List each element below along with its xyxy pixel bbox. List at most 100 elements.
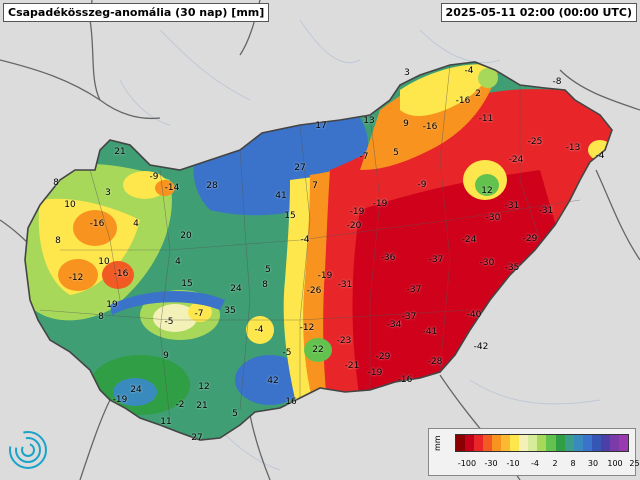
anomaly-value-label: -12: [68, 273, 84, 283]
anomaly-value-label: -5: [164, 317, 174, 327]
anomaly-value-label: 4: [133, 219, 139, 229]
map-timestamp: 2025-05-11 02:00 (00:00 UTC): [440, 3, 637, 22]
anomaly-value-label: -20: [346, 221, 362, 231]
anomaly-value-label: -7: [359, 152, 369, 162]
county-borders: [39, 64, 581, 421]
legend-swatch: [483, 435, 493, 451]
anomaly-value-label: 27: [191, 433, 203, 443]
anomaly-value-label: 5: [265, 265, 271, 275]
anomaly-value-label: -16: [455, 96, 471, 106]
legend-swatch: [465, 435, 475, 451]
legend-tick-label: -10: [506, 459, 520, 468]
anomaly-value-label: -16: [422, 122, 438, 132]
legend-color-bar: [455, 434, 629, 452]
legend-swatch: [528, 435, 538, 451]
anomaly-value-label: -30: [485, 213, 501, 223]
anomaly-value-label: -37: [401, 312, 417, 322]
legend-swatch: [555, 435, 565, 451]
anomaly-value-label: 24: [230, 284, 242, 294]
anomaly-value-label: 20: [180, 231, 192, 241]
anomaly-value-label: 19: [106, 300, 118, 310]
anomaly-value-label: 9: [163, 351, 169, 361]
legend-swatch: [474, 435, 484, 451]
anomaly-value-label: 17: [315, 121, 327, 131]
anomaly-value-label: 7: [312, 181, 318, 191]
anomaly-value-label: -19: [112, 395, 128, 405]
legend-unit: mm: [433, 435, 442, 451]
anomaly-value-label: -37: [428, 255, 444, 265]
legend-swatch: [546, 435, 556, 451]
anomaly-value-label: -12: [299, 323, 315, 333]
anomaly-value-label: -23: [336, 336, 352, 346]
color-legend: mm -100 -30 -10 -4 2 8 30 100 250: [428, 428, 640, 476]
legend-swatch: [537, 435, 547, 451]
anomaly-value-label: 5: [232, 409, 238, 419]
legend-swatch: [492, 435, 502, 451]
anomaly-value-label: -30: [479, 258, 495, 268]
anomaly-value-label: 3: [404, 68, 410, 78]
weather-service-logo-icon: [9, 431, 47, 469]
anomaly-value-label: 42: [267, 376, 279, 386]
anomaly-value-label: -4: [595, 151, 605, 161]
legend-tick-label: 100: [607, 459, 623, 468]
hungary-border: [24, 61, 613, 441]
legend-swatch: [510, 435, 520, 451]
anomaly-value-label: -7: [194, 309, 204, 319]
anomaly-value-label: -35: [504, 263, 520, 273]
legend-tick-label: -100: [457, 459, 477, 468]
legend-tick-label: 8: [570, 459, 576, 468]
anomaly-value-label: 11: [160, 417, 172, 427]
anomaly-value-label: -9: [417, 180, 427, 190]
legend-tick-label: 250: [629, 459, 640, 468]
anomaly-value-label: 13: [363, 116, 375, 126]
legend-ticks: -100 -30 -10 -4 2 8 30 100 250: [447, 459, 640, 471]
legend-swatch: [564, 435, 574, 451]
anomaly-value-label: -9: [149, 172, 159, 182]
anomaly-value-label: 8: [262, 280, 268, 290]
anomaly-value-label: 2: [475, 89, 481, 99]
anomaly-value-label: -29: [522, 234, 538, 244]
anomaly-value-label: 10: [98, 257, 110, 267]
anomaly-value-label: 24: [130, 385, 142, 395]
anomaly-value-label: -2: [175, 400, 185, 410]
map-title: Csapadékösszeg-anomália (30 nap) [mm]: [3, 3, 270, 22]
anomaly-value-label: -16: [113, 269, 129, 279]
anomaly-value-label: -42: [473, 342, 489, 352]
anomaly-value-label: -37: [406, 285, 422, 295]
anomaly-value-label: -5: [282, 348, 292, 358]
legend-swatch: [573, 435, 583, 451]
anomaly-value-label: 5: [393, 148, 399, 158]
anomaly-value-label: -41: [422, 327, 438, 337]
anomaly-value-label: -14: [164, 183, 180, 193]
anomaly-value-label: 41: [275, 191, 287, 201]
legend-tick-label: 30: [587, 459, 599, 468]
anomaly-value-label: -19: [317, 271, 333, 281]
anomaly-value-label: 16: [285, 397, 297, 407]
anomaly-value-label: 27: [294, 163, 306, 173]
anomaly-value-label: -36: [380, 253, 396, 263]
legend-swatch: [618, 435, 628, 451]
legend-swatch: [501, 435, 511, 451]
anomaly-value-label: 8: [53, 178, 59, 188]
anomaly-value-label: -26: [306, 286, 322, 296]
anomaly-value-label: -29: [375, 352, 391, 362]
anomaly-value-label: -40: [466, 310, 482, 320]
anomaly-value-label: -16: [397, 375, 413, 385]
anomaly-value-label: -8: [552, 77, 562, 87]
anomaly-value-label: 4: [175, 257, 181, 267]
anomaly-value-label: 8: [55, 236, 61, 246]
anomaly-value-label: -13: [565, 143, 581, 153]
legend-tick-label: -4: [531, 459, 539, 468]
legend-swatch: [591, 435, 601, 451]
anomaly-value-label: 35: [224, 306, 236, 316]
anomaly-value-label: -34: [386, 320, 402, 330]
legend-swatch: [519, 435, 529, 451]
anomaly-value-label: 22: [312, 345, 324, 355]
anomaly-value-label: -25: [527, 137, 543, 147]
anomaly-value-label: -28: [427, 357, 443, 367]
anomaly-value-label: 8: [98, 312, 104, 322]
anomaly-value-label: -11: [478, 114, 494, 124]
anomaly-value-label: -24: [508, 155, 524, 165]
anomaly-value-label: 12: [198, 382, 210, 392]
